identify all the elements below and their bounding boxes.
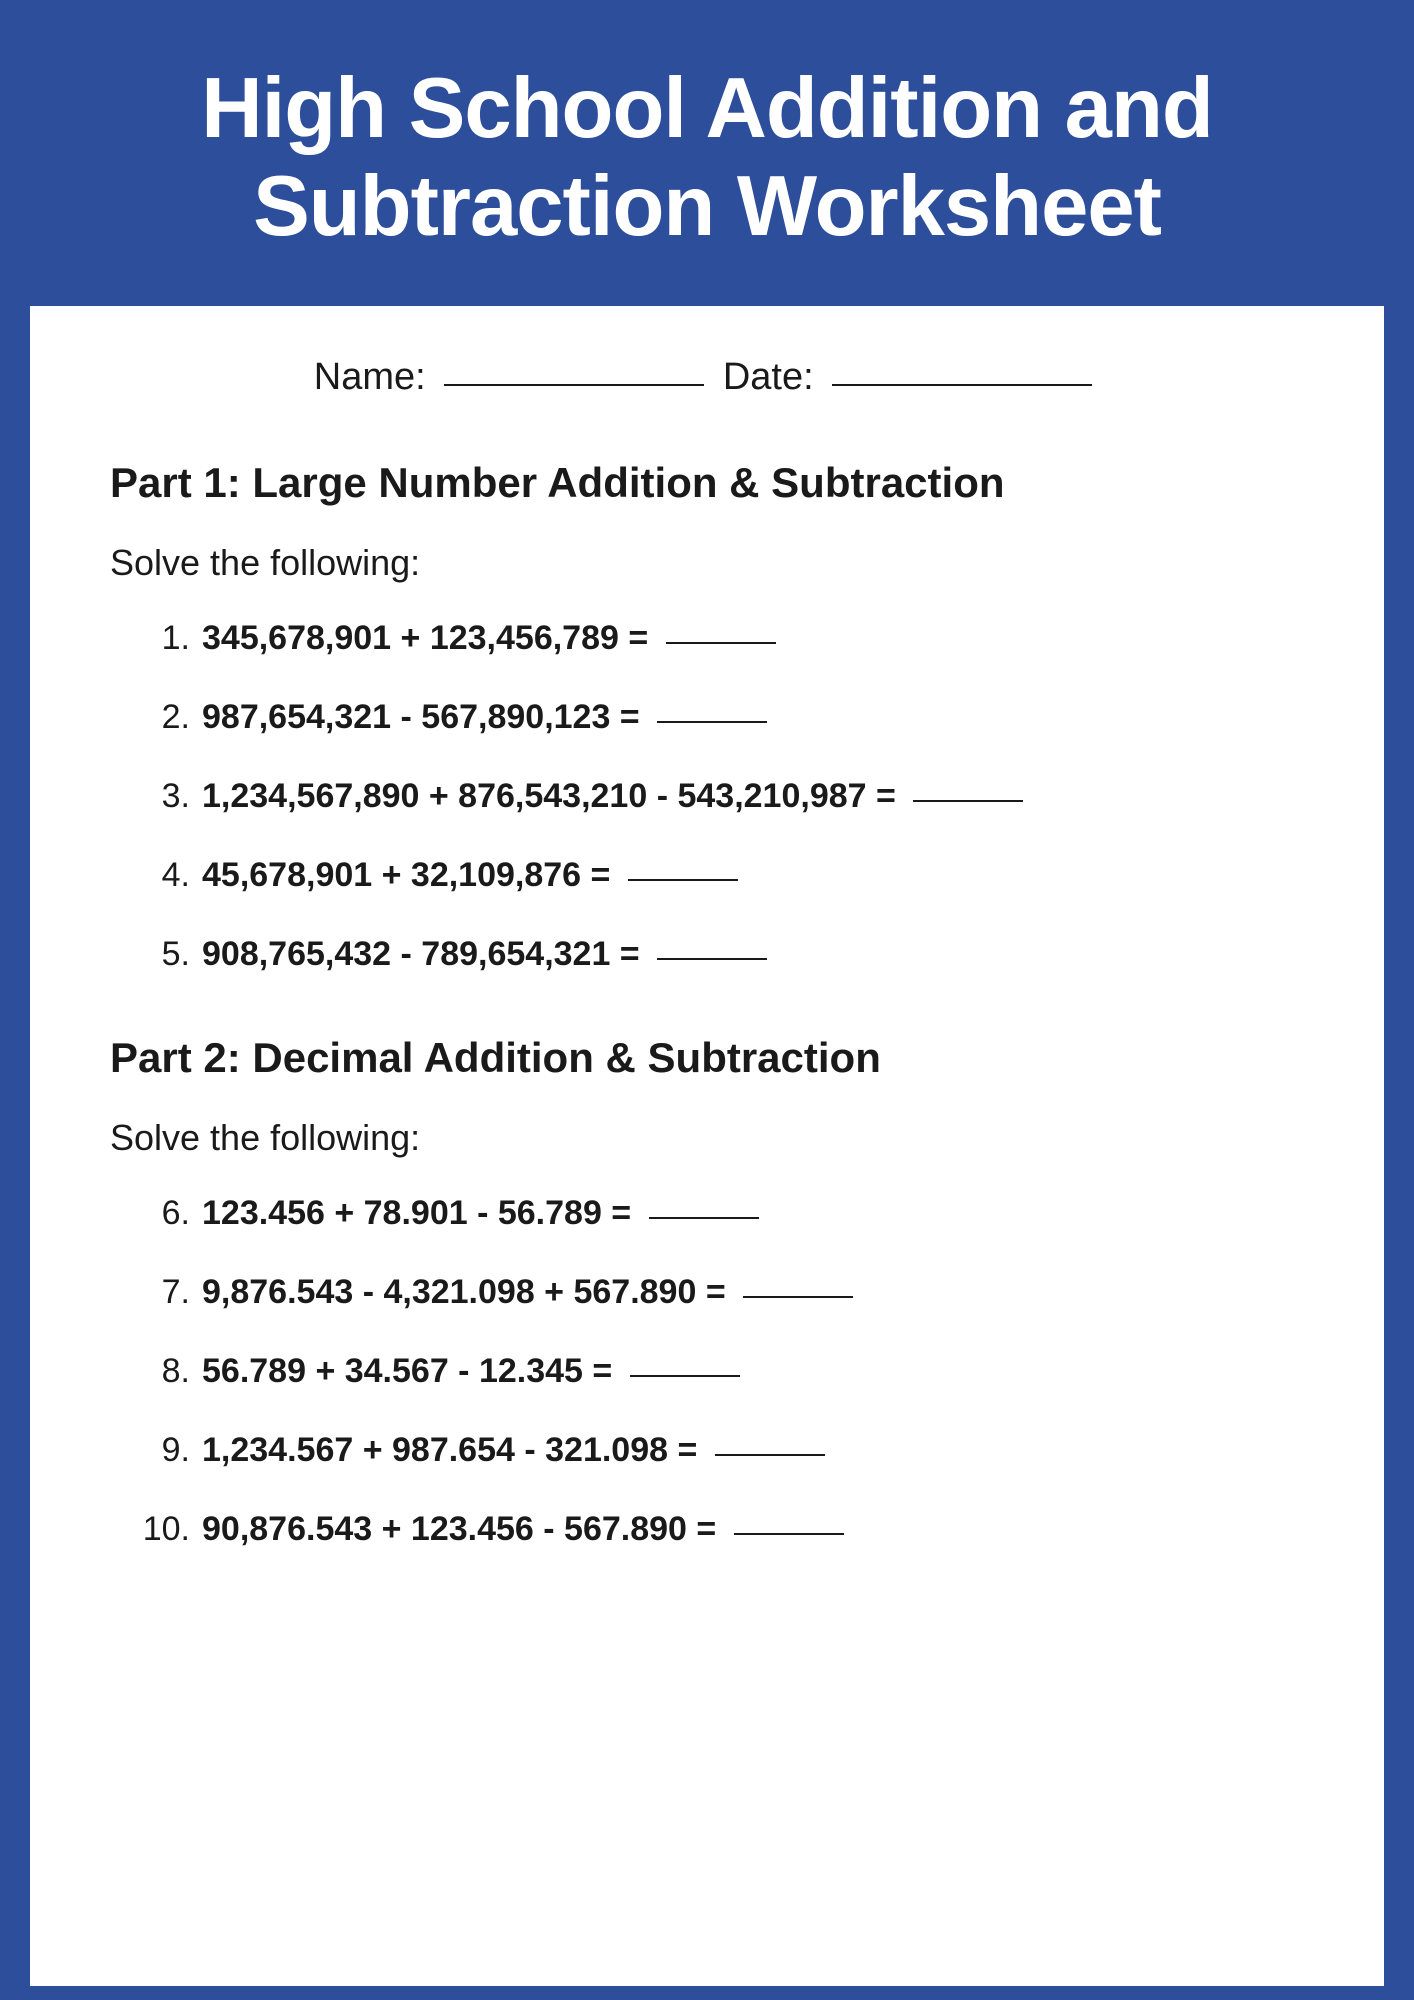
problem-number: 7.: [135, 1273, 190, 1312]
problem-number: 2.: [135, 698, 190, 737]
problem-row: 10. 90,876.543 + 123.456 - 567.890 =: [135, 1510, 1304, 1549]
part1-title: Part 1: Large Number Addition & Subtract…: [110, 459, 1304, 507]
problem-text: 908,765,432 - 789,654,321 =: [202, 935, 767, 974]
date-label: Date:: [723, 356, 814, 398]
answer-blank[interactable]: [628, 879, 738, 881]
problem-number: 9.: [135, 1431, 190, 1470]
name-label: Name:: [314, 356, 426, 398]
part1-problems: 1. 345,678,901 + 123,456,789 = 2. 987,65…: [135, 619, 1304, 974]
answer-blank[interactable]: [649, 1217, 759, 1219]
answer-blank[interactable]: [666, 642, 776, 644]
part2-section: Part 2: Decimal Addition & Subtraction S…: [110, 1034, 1304, 1549]
worksheet-title: High School Addition and Subtraction Wor…: [50, 60, 1364, 256]
problem-number: 4.: [135, 856, 190, 895]
worksheet-content: Name: Date: Part 1: Large Number Additio…: [30, 306, 1384, 1986]
problem-text: 1,234.567 + 987.654 - 321.098 =: [202, 1431, 825, 1470]
problem-row: 8. 56.789 + 34.567 - 12.345 =: [135, 1352, 1304, 1391]
part1-instruction: Solve the following:: [110, 542, 1304, 584]
part2-problems: 6. 123.456 + 78.901 - 56.789 = 7. 9,876.…: [135, 1194, 1304, 1549]
answer-blank[interactable]: [630, 1375, 740, 1377]
part2-instruction: Solve the following:: [110, 1117, 1304, 1159]
problem-number: 8.: [135, 1352, 190, 1391]
date-blank[interactable]: [832, 384, 1092, 386]
problem-number: 3.: [135, 777, 190, 816]
problem-text: 45,678,901 + 32,109,876 =: [202, 856, 738, 895]
problem-text: 1,234,567,890 + 876,543,210 - 543,210,98…: [202, 777, 1023, 816]
part1-section: Part 1: Large Number Addition & Subtract…: [110, 459, 1304, 974]
problem-text: 90,876.543 + 123.456 - 567.890 =: [202, 1510, 844, 1549]
name-blank[interactable]: [444, 384, 704, 386]
answer-blank[interactable]: [913, 800, 1023, 802]
problem-row: 1. 345,678,901 + 123,456,789 =: [135, 619, 1304, 658]
answer-blank[interactable]: [734, 1533, 844, 1535]
answer-blank[interactable]: [657, 721, 767, 723]
problem-row: 7. 9,876.543 - 4,321.098 + 567.890 =: [135, 1273, 1304, 1312]
problem-text: 56.789 + 34.567 - 12.345 =: [202, 1352, 740, 1391]
problem-number: 1.: [135, 619, 190, 658]
worksheet-header: High School Addition and Subtraction Wor…: [30, 30, 1384, 306]
problem-number: 10.: [135, 1510, 190, 1549]
problem-number: 6.: [135, 1194, 190, 1233]
problem-text: 345,678,901 + 123,456,789 =: [202, 619, 776, 658]
problem-row: 2. 987,654,321 - 567,890,123 =: [135, 698, 1304, 737]
problem-row: 4. 45,678,901 + 32,109,876 =: [135, 856, 1304, 895]
problem-row: 6. 123.456 + 78.901 - 56.789 =: [135, 1194, 1304, 1233]
problem-row: 5. 908,765,432 - 789,654,321 =: [135, 935, 1304, 974]
answer-blank[interactable]: [657, 958, 767, 960]
name-date-row: Name: Date:: [110, 356, 1304, 399]
answer-blank[interactable]: [743, 1296, 853, 1298]
problem-number: 5.: [135, 935, 190, 974]
problem-text: 9,876.543 - 4,321.098 + 567.890 =: [202, 1273, 853, 1312]
problem-row: 9. 1,234.567 + 987.654 - 321.098 =: [135, 1431, 1304, 1470]
problem-text: 123.456 + 78.901 - 56.789 =: [202, 1194, 759, 1233]
problem-text: 987,654,321 - 567,890,123 =: [202, 698, 767, 737]
answer-blank[interactable]: [715, 1454, 825, 1456]
part2-title: Part 2: Decimal Addition & Subtraction: [110, 1034, 1304, 1082]
problem-row: 3. 1,234,567,890 + 876,543,210 - 543,210…: [135, 777, 1304, 816]
